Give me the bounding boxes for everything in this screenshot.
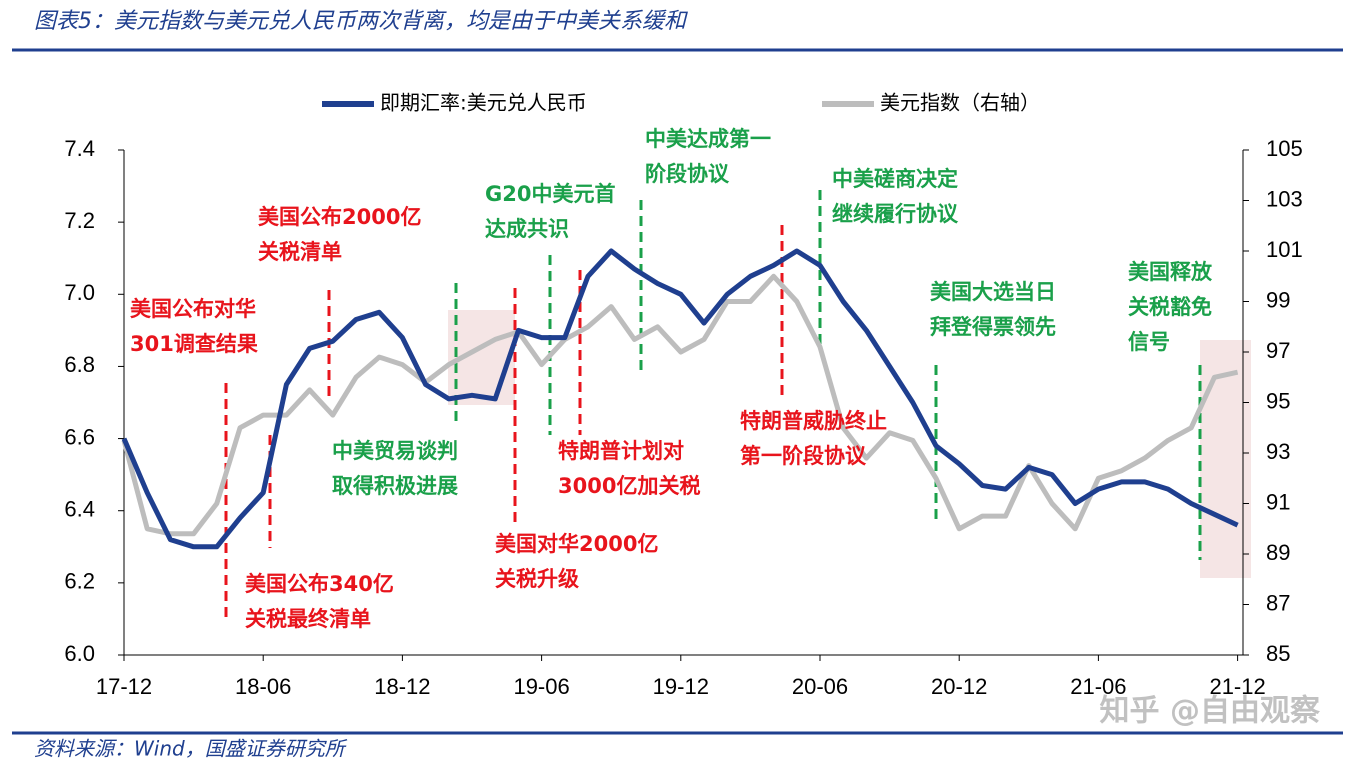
annotation: 美国公布对华 <box>130 297 256 321</box>
x-tick-label: 18-06 <box>235 674 291 699</box>
annotation: 关税升级 <box>495 567 579 591</box>
annotation: 美国对华2000亿 <box>495 532 658 556</box>
y2-tick-label: 93 <box>1266 439 1290 464</box>
chart-title: 图表5：美元指数与美元兑人民币两次背离，均是由于中美关系缓和 <box>34 9 688 34</box>
y-tick-label: 6.4 <box>64 497 95 522</box>
series-line <box>121 273 1239 537</box>
annotation: 301调查结果 <box>130 332 258 356</box>
y2-tick-label: 85 <box>1266 641 1290 666</box>
annotation: G20中美元首 <box>485 182 615 206</box>
y-tick-label: 6.2 <box>64 569 95 594</box>
annotation: 关税清单 <box>258 240 342 264</box>
annotation: 关税豁免 <box>1128 295 1212 319</box>
y2-tick-label: 101 <box>1266 237 1303 262</box>
x-tick-label: 17-12 <box>96 674 152 699</box>
x-tick-label: 18-12 <box>374 674 430 699</box>
y2-tick-label: 91 <box>1266 489 1290 514</box>
x-tick-label: 19-12 <box>653 674 709 699</box>
y2-tick-label: 87 <box>1266 590 1290 615</box>
y-tick-label: 7.0 <box>64 280 95 305</box>
y2-tick-label: 95 <box>1266 388 1290 413</box>
y-tick-label: 6.8 <box>64 352 95 377</box>
annotation: 美国公布2000亿 <box>258 205 421 229</box>
series-line <box>121 248 1239 550</box>
annotation: 拜登得票领先 <box>930 315 1056 339</box>
y2-tick-label: 97 <box>1266 338 1290 363</box>
annotation: 阶段协议 <box>645 162 730 186</box>
annotation: 3000亿加关税 <box>558 474 700 498</box>
event-lines <box>224 190 1202 620</box>
annotation: 关税最终清单 <box>245 607 371 631</box>
y-tick-label: 7.4 <box>64 136 95 161</box>
annotation: 特朗普计划对 <box>558 439 684 463</box>
annotation: 特朗普威胁终止 <box>740 409 887 433</box>
annotation: 中美磋商决定 <box>832 167 958 191</box>
annotation: 中美贸易谈判 <box>332 439 458 463</box>
annotation: 继续履行协议 <box>832 202 959 226</box>
x-tick-label: 19-06 <box>513 674 569 699</box>
annotation: 美国大选当日 <box>930 280 1056 304</box>
source: 资料来源：Wind，国盛证券研究所 <box>34 737 348 761</box>
annotation: 第一阶段协议 <box>740 444 867 468</box>
legend-label: 美元指数（右轴） <box>880 91 1040 115</box>
annotation: 达成共识 <box>485 217 569 241</box>
y-tick-label: 6.6 <box>64 424 95 449</box>
x-tick-label: 20-06 <box>792 674 848 699</box>
y-tick-label: 6.0 <box>64 641 95 666</box>
annotation: 取得积极进展 <box>332 474 458 498</box>
y2-tick-label: 99 <box>1266 287 1290 312</box>
annotation: 信号 <box>1128 330 1170 354</box>
annotation: 中美达成第一 <box>645 127 771 151</box>
y-tick-label: 7.2 <box>64 208 95 233</box>
watermark: 知乎 @自由观察 <box>1100 694 1321 729</box>
y2-tick-label: 105 <box>1266 136 1303 161</box>
x-tick-label: 21-06 <box>1070 674 1126 699</box>
y2-tick-label: 89 <box>1266 540 1290 565</box>
annotation: 美国公布340亿 <box>245 572 394 596</box>
legend-label: 即期汇率:美元兑人民币 <box>380 91 587 115</box>
x-tick-label: 21-12 <box>1209 674 1265 699</box>
annotation: 美国释放 <box>1128 260 1213 284</box>
x-tick-label: 20-12 <box>931 674 987 699</box>
y2-tick-label: 103 <box>1266 186 1303 211</box>
